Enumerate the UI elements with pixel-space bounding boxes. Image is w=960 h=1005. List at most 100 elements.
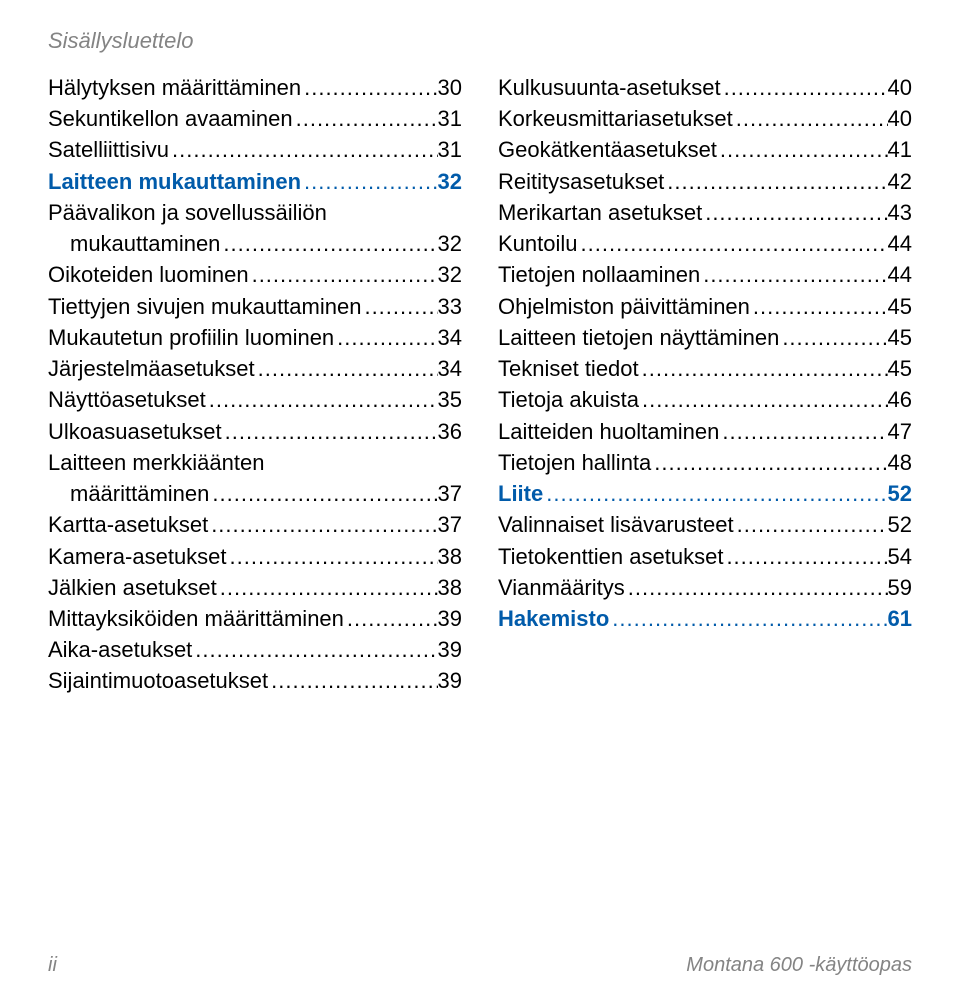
toc-entry-page: 32: [438, 259, 462, 290]
toc-entry-leader: ........................................…: [192, 634, 437, 665]
toc-entry[interactable]: Ohjelmiston päivittäminen...............…: [498, 291, 912, 322]
toc-entry-page: 45: [888, 353, 912, 384]
toc-entry-label: Tekniset tiedot: [498, 353, 639, 384]
toc-entry-label: Kartta-asetukset: [48, 509, 208, 540]
toc-entry[interactable]: Laitteen tietojen näyttäminen...........…: [498, 322, 912, 353]
toc-entry-label: Oikoteiden luominen: [48, 259, 249, 290]
toc-entry[interactable]: Vianmääritys............................…: [498, 572, 912, 603]
toc-entry[interactable]: Geokätkentäasetukset....................…: [498, 134, 912, 165]
page-number: ii: [48, 954, 57, 977]
toc-entry-leader: ........................................…: [664, 166, 887, 197]
toc-entry-page: 39: [438, 603, 462, 634]
toc-entry-leader: ........................................…: [750, 291, 888, 322]
toc-entry[interactable]: Merikartan asetukset....................…: [498, 197, 912, 228]
toc-entry[interactable]: Ulkoasuasetukset........................…: [48, 416, 462, 447]
toc-entry-leader: ........................................…: [734, 509, 888, 540]
toc-entry-page: 35: [438, 384, 462, 415]
toc-column-right: Kulkusuunta-asetukset...................…: [498, 72, 912, 697]
manual-title: Montana 600 -käyttöopas: [686, 954, 912, 977]
toc-entry[interactable]: Sijaintimuotoasetukset..................…: [48, 665, 462, 696]
toc-entry[interactable]: Päävalikon ja sovellussäiliön: [48, 197, 462, 228]
toc-entry[interactable]: Laitteiden huoltaminen..................…: [498, 416, 912, 447]
toc-entry[interactable]: Aika-asetukset..........................…: [48, 634, 462, 665]
toc-entry-page: 43: [888, 197, 912, 228]
toc-entry-section[interactable]: Hakemisto...............................…: [498, 603, 912, 634]
toc-entry-label: Kulkusuunta-asetukset: [498, 72, 721, 103]
toc-entry-leader: ........................................…: [639, 384, 887, 415]
toc-entry[interactable]: Kuntoilu................................…: [498, 228, 912, 259]
toc-entry-leader: ........................................…: [293, 103, 438, 134]
toc-entry-label: Sekuntikellon avaaminen: [48, 103, 293, 134]
toc-entry-page: 30: [438, 72, 462, 103]
toc-entry-page: 61: [888, 603, 912, 634]
toc-entry[interactable]: Oikoteiden luominen.....................…: [48, 259, 462, 290]
toc-entry-page: 52: [888, 509, 912, 540]
toc-entry-page: 31: [438, 134, 462, 165]
toc-entry-page: 39: [438, 665, 462, 696]
toc-entry-label: Laitteen merkkiäänten: [48, 447, 264, 478]
toc-entry-label: Hälytyksen määrittäminen: [48, 72, 301, 103]
toc-entry-label: Järjestelmäasetukset: [48, 353, 255, 384]
toc-entry[interactable]: Näyttöasetukset.........................…: [48, 384, 462, 415]
toc-entry-leader: ........................................…: [268, 665, 437, 696]
toc-entry[interactable]: Kartta-asetukset........................…: [48, 509, 462, 540]
toc-entry[interactable]: Jälkien asetukset.......................…: [48, 572, 462, 603]
toc-entry-leader: ........................................…: [700, 259, 887, 290]
toc-entry[interactable]: Laitteen merkkiäänten: [48, 447, 462, 478]
toc-entry-label: Tietoja akuista: [498, 384, 639, 415]
toc-entry-label: Mittayksiköiden määrittäminen: [48, 603, 344, 634]
toc-entry[interactable]: Kamera-asetukset........................…: [48, 541, 462, 572]
toc-entry[interactable]: Reititysasetukset.......................…: [498, 166, 912, 197]
toc-entry-page: 45: [888, 322, 912, 353]
toc-entry-label: Liite: [498, 478, 543, 509]
toc-entry-label: Päävalikon ja sovellussäiliön: [48, 197, 327, 228]
toc-entry-leader: ........................................…: [639, 353, 888, 384]
toc-entry-section[interactable]: Laitteen mukauttaminen..................…: [48, 166, 462, 197]
toc-entry-page: 39: [438, 634, 462, 665]
toc-entry[interactable]: Korkeusmittariasetukset.................…: [498, 103, 912, 134]
toc-entry-page: 59: [888, 572, 912, 603]
toc-entry-page: 41: [888, 134, 912, 165]
toc-entry-page: 52: [888, 478, 912, 509]
toc-entry[interactable]: Tietojen nollaaminen....................…: [498, 259, 912, 290]
toc-entry-label: Sijaintimuotoasetukset: [48, 665, 268, 696]
toc-entry-leader: ........................................…: [779, 322, 887, 353]
toc-entry[interactable]: Mittayksiköiden määrittäminen...........…: [48, 603, 462, 634]
toc-entry[interactable]: Tietokenttien asetukset.................…: [498, 541, 912, 572]
toc-entry-continuation[interactable]: mukauttaminen...........................…: [48, 228, 462, 259]
toc-entry-label: Tiettyjen sivujen mukauttaminen: [48, 291, 361, 322]
toc-entry-page: 31: [438, 103, 462, 134]
toc-entry-leader: ........................................…: [206, 384, 438, 415]
toc-entry-label: Tietojen hallinta: [498, 447, 651, 478]
toc-entry[interactable]: Mukautetun profiilin luominen...........…: [48, 322, 462, 353]
toc-entry[interactable]: Valinnaiset lisävarusteet...............…: [498, 509, 912, 540]
toc-column-left: Hälytyksen määrittäminen................…: [48, 72, 462, 697]
toc-entry[interactable]: Satelliittisivu.........................…: [48, 134, 462, 165]
toc-entry-leader: ........................................…: [344, 603, 438, 634]
toc-entry-leader: ........................................…: [169, 134, 437, 165]
toc-entry[interactable]: Tekniset tiedot.........................…: [498, 353, 912, 384]
toc-entry-page: 47: [888, 416, 912, 447]
toc-entry-label: Tietojen nollaaminen: [498, 259, 700, 290]
toc-entry-label: Geokätkentäasetukset: [498, 134, 717, 165]
toc-entry[interactable]: Tietojen hallinta.......................…: [498, 447, 912, 478]
toc-entry-page: 37: [438, 509, 462, 540]
toc-entry[interactable]: Sekuntikellon avaaminen.................…: [48, 103, 462, 134]
toc-entry-label: Aika-asetukset: [48, 634, 192, 665]
toc-columns: Hälytyksen määrittäminen................…: [48, 72, 912, 697]
toc-entry-leader: ........................................…: [209, 478, 437, 509]
toc-entry-section[interactable]: Liite...................................…: [498, 478, 912, 509]
toc-entry-leader: ........................................…: [578, 228, 888, 259]
toc-entry-page: 38: [438, 572, 462, 603]
toc-entry[interactable]: Kulkusuunta-asetukset...................…: [498, 72, 912, 103]
toc-entry-label: Ulkoasuasetukset: [48, 416, 222, 447]
toc-entry-label: Hakemisto: [498, 603, 609, 634]
toc-entry-label: Satelliittisivu: [48, 134, 169, 165]
toc-entry[interactable]: Järjestelmäasetukset....................…: [48, 353, 462, 384]
toc-entry[interactable]: Tietoja akuista.........................…: [498, 384, 912, 415]
toc-entry-leader: ........................................…: [702, 197, 887, 228]
toc-entry[interactable]: Hälytyksen määrittäminen................…: [48, 72, 462, 103]
toc-entry-continuation[interactable]: määrittäminen...........................…: [48, 478, 462, 509]
toc-entry-label: Valinnaiset lisävarusteet: [498, 509, 734, 540]
toc-entry[interactable]: Tiettyjen sivujen mukauttaminen.........…: [48, 291, 462, 322]
